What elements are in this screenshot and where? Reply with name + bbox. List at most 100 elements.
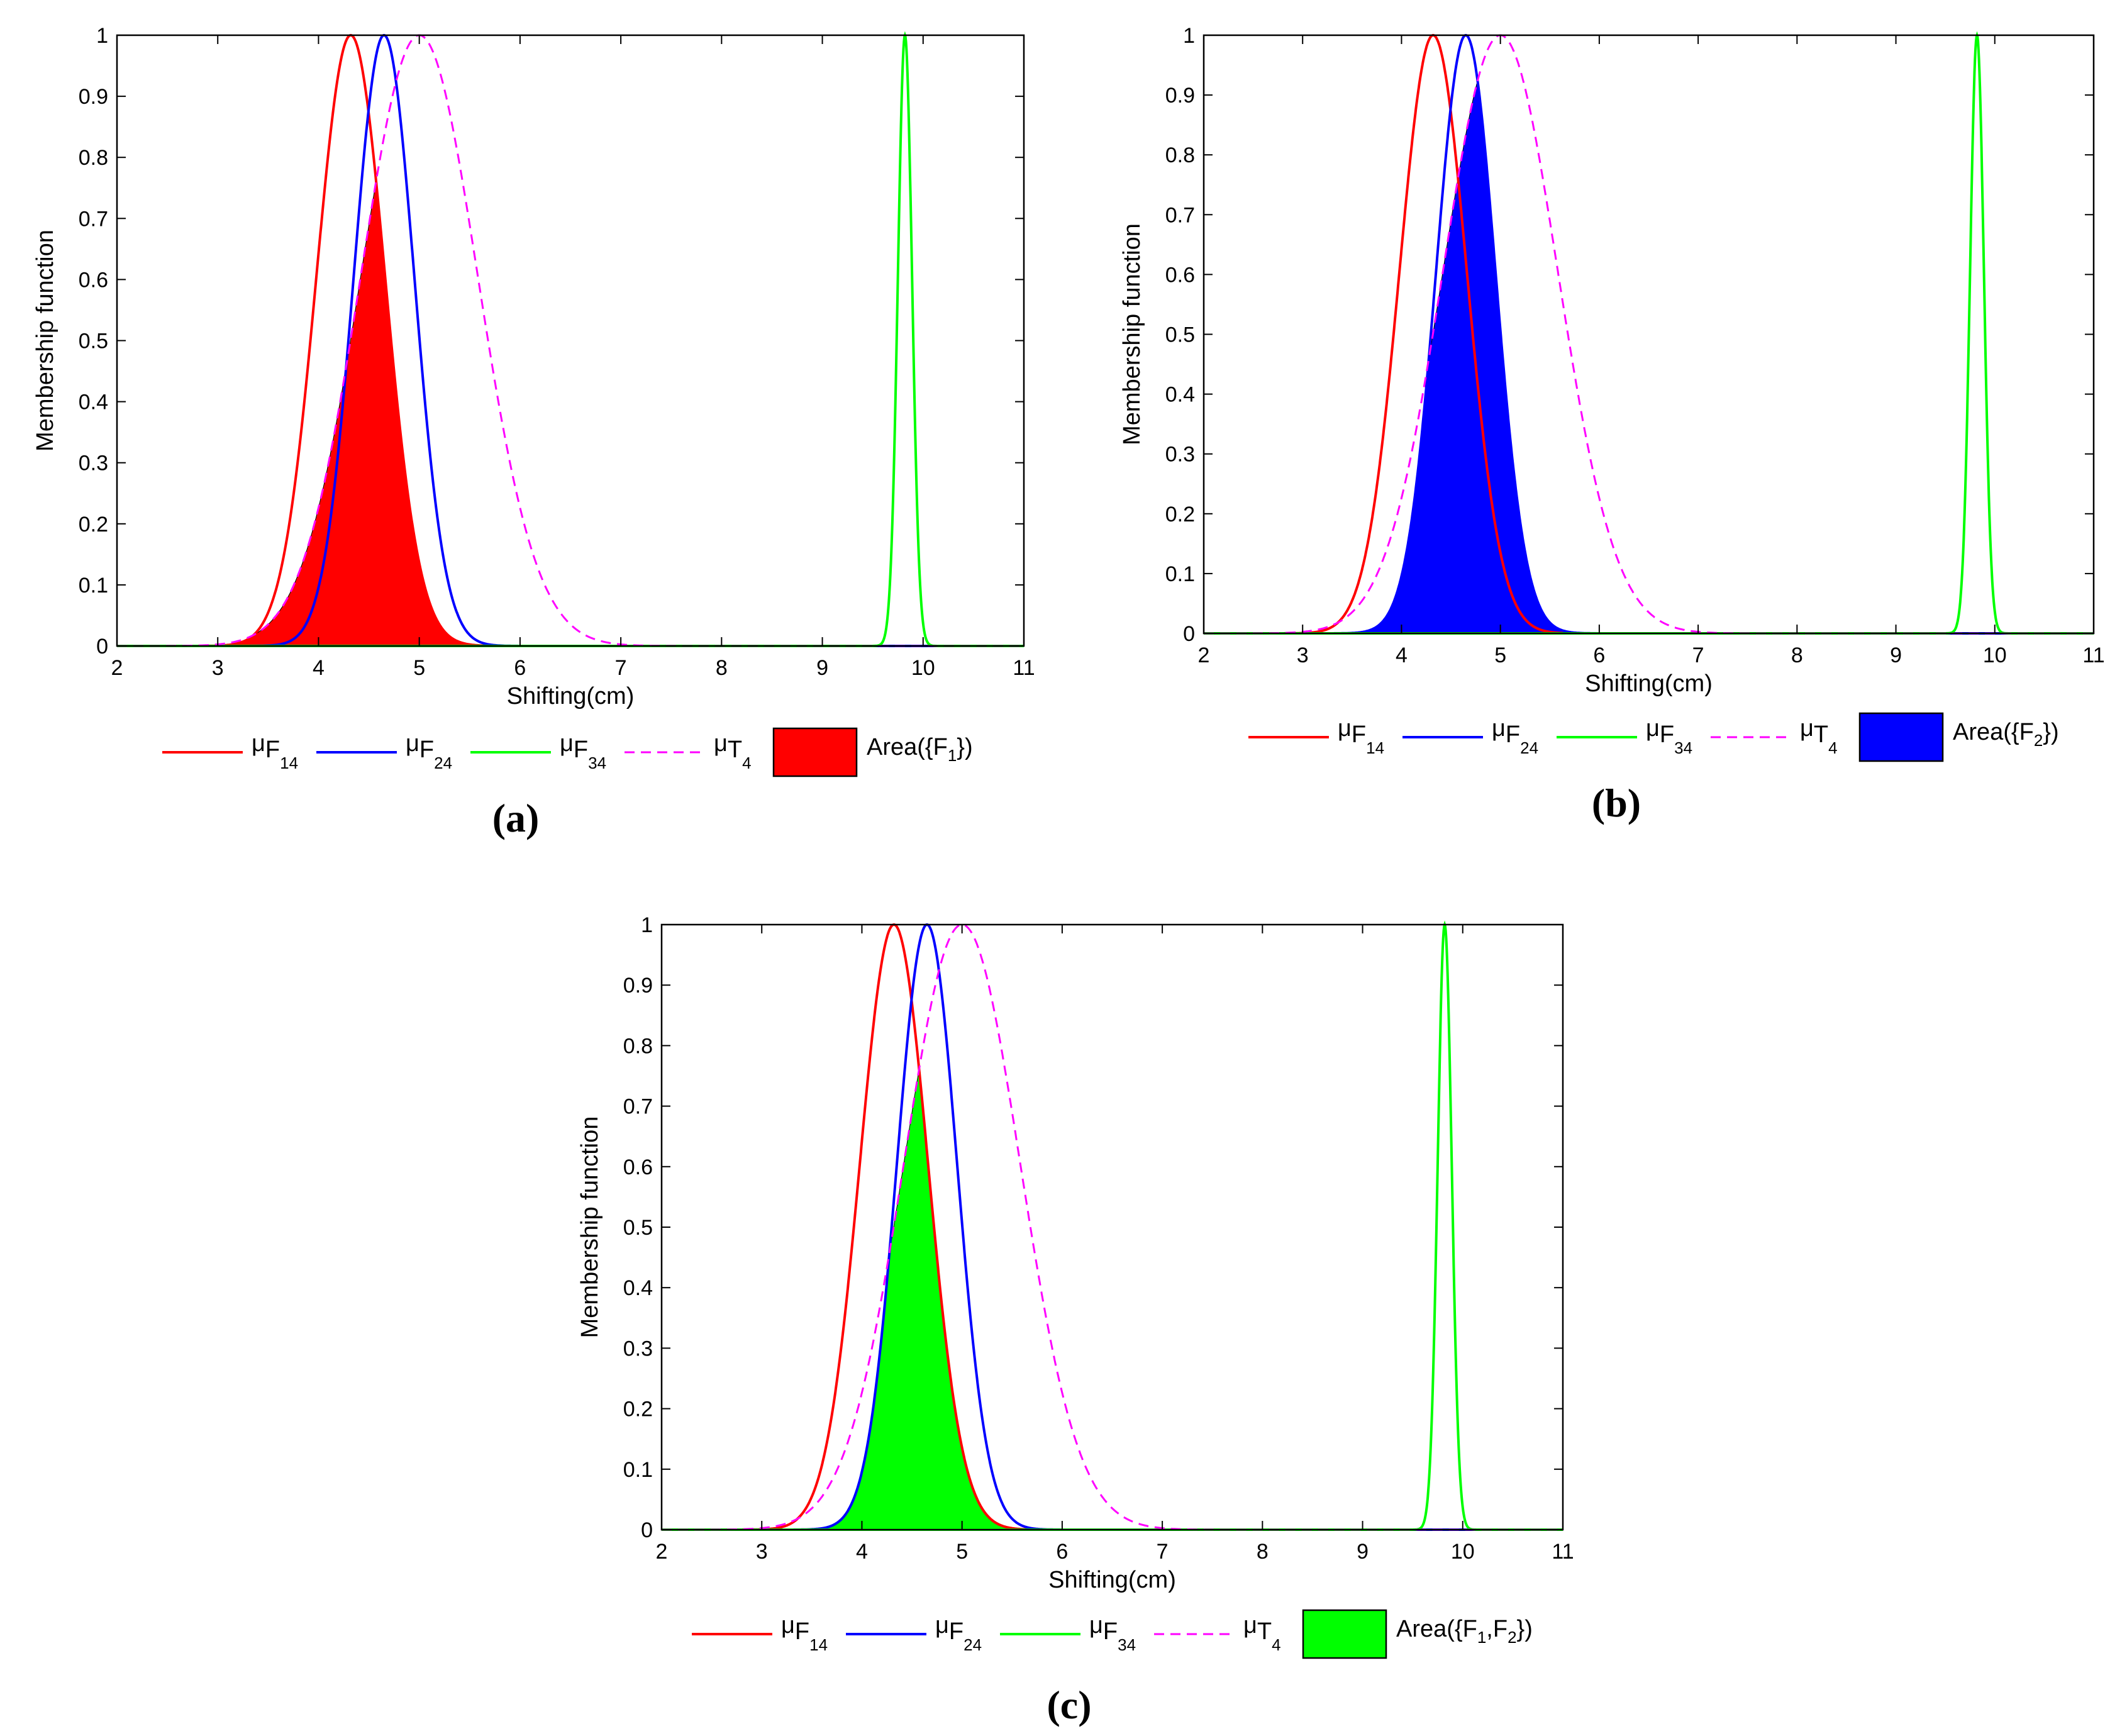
series-line-4 <box>117 34 1024 647</box>
x-tick-label: 8 <box>1791 643 1803 667</box>
x-tick-label: 5 <box>956 1540 968 1564</box>
panel-label: (a) <box>492 796 540 840</box>
y-tick-label: 0.7 <box>1165 203 1195 227</box>
y-tick-label: 0.7 <box>623 1095 653 1119</box>
y-tick-label: 0.1 <box>79 574 108 598</box>
y-tick-label: 0.9 <box>1165 84 1195 108</box>
legend-area-swatch <box>1302 1609 1387 1659</box>
legend-entry-label: μF14 <box>252 730 298 772</box>
x-tick-label: 11 <box>2082 643 2104 667</box>
x-tick-label: 2 <box>111 656 123 680</box>
x-tick-label: 11 <box>1552 1540 1574 1564</box>
y-tick-label: 0.7 <box>79 207 108 231</box>
x-tick-label: 2 <box>1198 643 1210 667</box>
y-tick-label: 0.3 <box>79 452 108 476</box>
x-tick-label: 5 <box>1494 643 1506 667</box>
x-tick-label: 10 <box>911 656 935 680</box>
y-tick-label: 0.9 <box>623 974 653 998</box>
x-tick-label: 2 <box>656 1540 668 1564</box>
y-tick-label: 0.3 <box>623 1337 653 1360</box>
y-tick-label: 0 <box>1183 622 1195 646</box>
x-tick-label: 10 <box>1451 1540 1475 1564</box>
y-tick-label: 0.6 <box>79 268 108 292</box>
panel-b: 2 3 4 5 6 7 8 9 10 11 0 0.1 0.2 0.3 0.4 0.5 0.6 0.7 0.8 0.9… <box>1119 24 2105 825</box>
x-tick-label: 6 <box>1593 643 1605 667</box>
y-tick-label: 0.5 <box>623 1216 653 1240</box>
legend-area-label: Area({F1,F2}) <box>1396 1616 1533 1647</box>
legend-area-swatch <box>772 727 858 777</box>
y-tick-label: 0 <box>96 635 108 659</box>
x-tick-label: 3 <box>1297 643 1309 667</box>
y-tick-label: 0.8 <box>623 1034 653 1058</box>
x-tick-label: 4 <box>1396 643 1408 667</box>
y-tick-label: 0.2 <box>1165 503 1195 526</box>
y-tick-label: 0.8 <box>1165 143 1195 167</box>
y-tick-label: 1 <box>96 24 108 48</box>
y-tick-label: 0.4 <box>79 391 108 415</box>
x-tick-label: 3 <box>756 1540 768 1564</box>
y-tick-label: 0.1 <box>623 1458 653 1482</box>
legend-entry-label: μT4 <box>1243 1612 1281 1654</box>
legend-area-label: Area({F1}) <box>867 734 973 765</box>
x-tick-label: 9 <box>1890 643 1902 667</box>
panel-label: (b) <box>1592 781 1641 825</box>
x-tick-label: 4 <box>856 1540 868 1564</box>
y-tick-label: 0.5 <box>1165 323 1195 347</box>
legend-entry-label: μF34 <box>1089 1612 1136 1654</box>
y-tick-label: 0.2 <box>79 513 108 537</box>
x-tick-label: 9 <box>1357 1540 1369 1564</box>
x-tick-label: 7 <box>1157 1540 1169 1564</box>
legend-entry-label: μF24 <box>406 730 452 772</box>
panel-label: (c) <box>1047 1683 1091 1727</box>
y-tick-label: 1 <box>641 913 653 937</box>
x-axis-label: Shifting(cm) <box>1585 670 1713 697</box>
y-tick-label: 0.6 <box>623 1155 653 1179</box>
y-tick-label: 0.4 <box>1165 383 1195 407</box>
x-tick-label: 11 <box>1013 656 1035 680</box>
legend-area-label: Area({F2}) <box>1953 719 2059 750</box>
y-tick-label: 0.1 <box>1165 562 1195 586</box>
y-tick-label: 0.5 <box>79 330 108 353</box>
y-axis-label: Membership function <box>32 230 58 452</box>
legend-entry-label: μF24 <box>935 1612 982 1654</box>
legend-entry-label: μT4 <box>714 730 752 772</box>
x-tick-label: 10 <box>1983 643 2007 667</box>
legend-entry-label: μF34 <box>1646 715 1692 757</box>
x-tick-label: 4 <box>313 656 325 680</box>
x-tick-label: 7 <box>1692 643 1704 667</box>
plot-area <box>662 925 1563 1530</box>
y-tick-label: 0.4 <box>623 1276 653 1300</box>
legend: μF14 μF24 μF34 μT4 Area({F2}) <box>1248 712 2059 762</box>
x-tick-label: 9 <box>816 656 828 680</box>
legend-entry-label: μF14 <box>1338 715 1384 757</box>
x-tick-label: 6 <box>514 656 526 680</box>
y-axis-label: Membership function <box>577 1116 603 1338</box>
y-tick-label: 0.9 <box>79 85 108 109</box>
panel-a: 2 3 4 5 6 7 8 9 10 11 0 0.1 0.2 0.3 0.4 0.5 0.6 0.7 0.8 0.9… <box>32 24 1035 840</box>
y-tick-label: 0.8 <box>79 146 108 170</box>
x-tick-label: 5 <box>413 656 425 680</box>
x-axis-label: Shifting(cm) <box>1048 1567 1176 1593</box>
y-tick-label: 0.6 <box>1165 263 1195 287</box>
x-tick-label: 6 <box>1056 1540 1068 1564</box>
plot-area <box>117 35 1024 646</box>
x-tick-label: 8 <box>716 656 728 680</box>
x-tick-label: 3 <box>212 656 224 680</box>
series-line-4 <box>662 923 1563 1531</box>
panel-c: 2 3 4 5 6 7 8 9 10 11 0 0.1 0.2 0.3 0.4 0.5 0.6 0.7 0.8 0.9… <box>577 913 1574 1727</box>
legend-entry-label: μF14 <box>781 1612 828 1654</box>
legend-entry-label: μT4 <box>1800 715 1838 757</box>
y-tick-label: 1 <box>1183 24 1195 48</box>
legend-entry-label: μF34 <box>560 730 606 772</box>
legend-entry-label: μF24 <box>1492 715 1538 757</box>
y-tick-label: 0 <box>641 1518 653 1542</box>
x-axis-label: Shifting(cm) <box>507 683 635 709</box>
x-tick-label: 8 <box>1257 1540 1269 1564</box>
y-axis-label: Membership function <box>1119 223 1145 445</box>
legend: μF14 μF24 μF34 μT4 Area({F1,F2}) <box>692 1609 1533 1659</box>
plot-area <box>1204 35 2094 633</box>
legend: μF14 μF24 μF34 μT4 Area({F1}) <box>162 727 973 777</box>
y-tick-label: 0.3 <box>1165 443 1195 467</box>
x-tick-label: 7 <box>615 656 627 680</box>
y-tick-label: 0.2 <box>623 1398 653 1422</box>
